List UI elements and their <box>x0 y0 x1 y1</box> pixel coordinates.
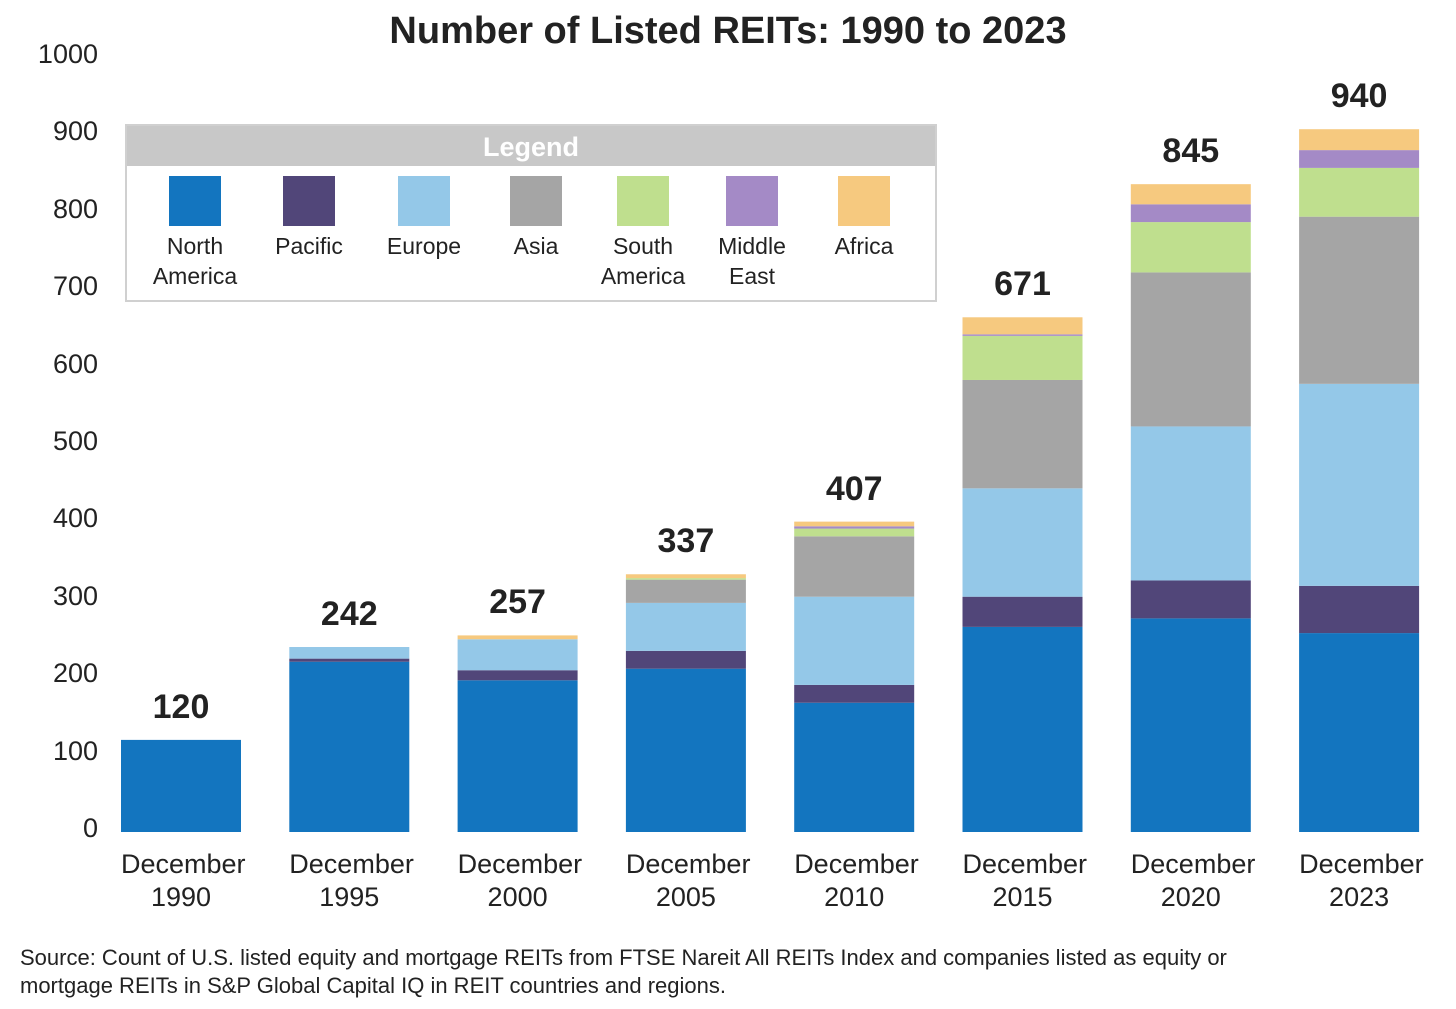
bar-segment <box>289 647 410 659</box>
bar-segment <box>1130 222 1251 273</box>
legend-swatch <box>169 176 221 226</box>
legend-label: Middle East <box>718 233 786 289</box>
total-label: 257 <box>489 583 546 622</box>
bar-segment <box>457 635 578 640</box>
y-tick-label: 0 <box>82 813 98 843</box>
legend-swatch <box>726 176 778 226</box>
y-tick-label: 500 <box>52 426 98 456</box>
bar-segment <box>289 658 410 662</box>
bar-segment <box>1299 383 1420 586</box>
x-tick-label: December 1995 <box>289 849 414 912</box>
total-label: 337 <box>657 522 715 561</box>
bar-segment <box>625 668 746 832</box>
bar-segment <box>1130 426 1251 581</box>
bar-segment <box>794 536 915 597</box>
legend: Legend <box>125 124 937 302</box>
y-tick-label: 800 <box>52 193 98 224</box>
legend-swatch <box>510 176 562 226</box>
bar-segment <box>625 602 746 651</box>
legend-swatch <box>617 176 669 226</box>
total-label: 120 <box>152 687 210 726</box>
x-tick-label: December 2010 <box>794 849 919 912</box>
bar-segment <box>1299 129 1420 151</box>
y-tick-label: 900 <box>52 116 98 147</box>
legend-swatch <box>283 176 335 226</box>
legend-label: South America <box>600 233 686 289</box>
bar-segment <box>1130 184 1251 205</box>
bar-segment <box>794 528 915 537</box>
legend-label: Pacific <box>275 233 343 259</box>
total-label: 845 <box>1162 132 1220 171</box>
bar-segment <box>625 650 746 669</box>
legend-swatch <box>838 176 890 226</box>
y-tick-label: 300 <box>52 580 98 611</box>
bar-segment <box>625 574 746 579</box>
bar-segment <box>1299 633 1420 832</box>
chart-title: Number of Listed REITs: 1990 to 2023 <box>389 10 1067 52</box>
total-label: 242 <box>320 595 378 633</box>
bar-segment <box>794 684 915 703</box>
y-tick-label: 400 <box>52 503 98 534</box>
source-note: Source: Count of U.S. listed equity and … <box>20 945 1227 998</box>
x-tick-label: December 2000 <box>457 849 583 912</box>
bar-segment <box>962 379 1083 489</box>
bar-segment <box>625 579 746 603</box>
bar-segment <box>962 317 1083 335</box>
bar-segment <box>962 596 1083 627</box>
x-tick-label: December 2023 <box>1299 849 1424 912</box>
y-tick-label: 200 <box>52 658 98 689</box>
y-tick-label: 600 <box>52 348 98 379</box>
legend-title: Legend <box>127 126 935 166</box>
bar-segment <box>962 335 1083 380</box>
bar-segment <box>794 526 915 529</box>
bar-segment <box>1299 585 1420 634</box>
legend-label: Africa <box>834 233 894 259</box>
bar-segment <box>1299 167 1420 217</box>
bar-segment <box>1299 216 1420 384</box>
total-label: 671 <box>994 265 1051 304</box>
legend-label: Asia <box>513 233 559 259</box>
legend-swatch <box>398 176 450 226</box>
bar-segment <box>625 578 746 580</box>
bar-segment <box>1130 580 1251 619</box>
bar-segment <box>1130 204 1251 223</box>
bar-segment <box>1130 618 1251 832</box>
bar-segment <box>121 739 241 832</box>
bar-segment <box>457 639 578 671</box>
bar-segment <box>457 680 578 832</box>
y-tick-label: 1000 <box>37 39 98 69</box>
y-tick-label: 100 <box>52 735 98 766</box>
bar-segment <box>1130 272 1251 427</box>
bar-segment <box>794 702 915 832</box>
legend-label: North America <box>152 233 238 289</box>
x-tick-label: December 1990 <box>121 849 246 912</box>
bar-segment <box>1299 150 1420 168</box>
bar-segment <box>794 521 915 527</box>
total-label: 407 <box>825 469 883 508</box>
total-label: 940 <box>1330 77 1388 116</box>
x-tick-label: December 2005 <box>625 849 751 912</box>
x-tick-label: December 2015 <box>962 849 1088 912</box>
bar-segment <box>289 661 410 832</box>
bar-segment <box>457 670 578 681</box>
bar-segment <box>962 334 1083 336</box>
y-tick-label: 700 <box>52 271 98 302</box>
x-tick-label: December 2020 <box>1130 849 1256 912</box>
bar-segment <box>962 488 1083 597</box>
bar-segment <box>962 626 1083 832</box>
bar-segment <box>794 596 915 685</box>
legend-label: Europe <box>386 233 462 259</box>
